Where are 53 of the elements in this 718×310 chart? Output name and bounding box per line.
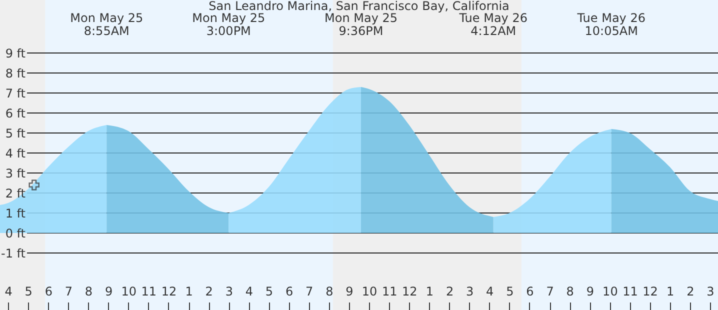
x-tick-label: 5 — [24, 284, 32, 298]
x-tick-label: 8 — [566, 284, 574, 298]
x-tick-label: 10 — [362, 284, 378, 298]
y-tick-label: 7 ft — [5, 86, 26, 100]
y-tick-label: 5 ft — [5, 126, 26, 140]
x-tick-label: 1 — [666, 284, 674, 298]
x-tick-label: 8 — [84, 284, 93, 298]
x2-tick-label: Tue May 26 10:05AM — [576, 11, 646, 38]
x-tick-label: 2 — [205, 284, 213, 298]
x-tick-label: 7 — [546, 284, 554, 298]
x2-tick-label: Tue May 26 4:12AM — [458, 11, 528, 38]
x-tick-label: 3 — [466, 284, 474, 298]
x-tick-label: 11 — [382, 284, 398, 298]
x-tick-label: 9 — [586, 284, 594, 298]
x-tick-label: 11 — [622, 284, 638, 298]
y-tick-label: 8 ft — [5, 66, 26, 80]
x-tick-label: 12 — [402, 284, 418, 298]
x-tick-label: 2 — [686, 284, 694, 298]
y-tick-label: 3 ft — [5, 166, 26, 180]
x2-tick-label: Mon May 25 9:36PM — [324, 11, 398, 38]
x-tick-label: 9 — [104, 284, 113, 298]
y-tick-label: 4 ft — [5, 146, 26, 160]
x-tick-label: 3 — [706, 284, 714, 298]
x-tick-label: 6 — [526, 284, 534, 298]
x-tick-label: 4 — [4, 284, 12, 298]
x-tick-label: 1 — [185, 284, 193, 298]
y-tick-label: -1 ft — [1, 246, 26, 260]
y-tick-label: 1 ft — [5, 206, 26, 220]
x-tick-label: 3 — [225, 284, 233, 298]
x-tick-label: 12 — [642, 284, 658, 298]
x-tick-label: 9 — [346, 284, 354, 298]
y-tick-label: 9 ft — [5, 46, 26, 60]
x-tick-label: 1 — [426, 284, 434, 298]
x-tick-label: 10 — [602, 284, 618, 298]
y-tick-label: 0 ft — [5, 226, 26, 240]
x-tick-label: 2 — [446, 284, 454, 298]
x-tick-label: 5 — [265, 284, 274, 298]
x-tick-label: 7 — [64, 284, 73, 298]
x-tick-label: 8 — [326, 284, 334, 298]
x-tick-label: 4 — [245, 284, 254, 298]
chart-title: San Leandro Marina, San Francisco Bay, California — [208, 0, 510, 13]
x-tick-label: 4 — [486, 284, 494, 298]
x-tick-label: 10 — [121, 284, 136, 298]
y-tick-label: 2 ft — [5, 186, 26, 200]
x-tick-label: 6 — [44, 284, 52, 298]
x-tick-label: 5 — [506, 284, 514, 298]
x-tick-label: 7 — [306, 284, 314, 298]
y-tick-label: 6 ft — [5, 106, 26, 120]
x-tick-label: 6 — [285, 284, 294, 298]
x2-tick-label: Mon May 25 3:00PM — [192, 11, 266, 38]
x2-tick-label: Mon May 25 8:55AM — [70, 11, 144, 38]
x-tick-label: 11 — [141, 284, 157, 298]
x-tick-label: 12 — [161, 284, 177, 298]
